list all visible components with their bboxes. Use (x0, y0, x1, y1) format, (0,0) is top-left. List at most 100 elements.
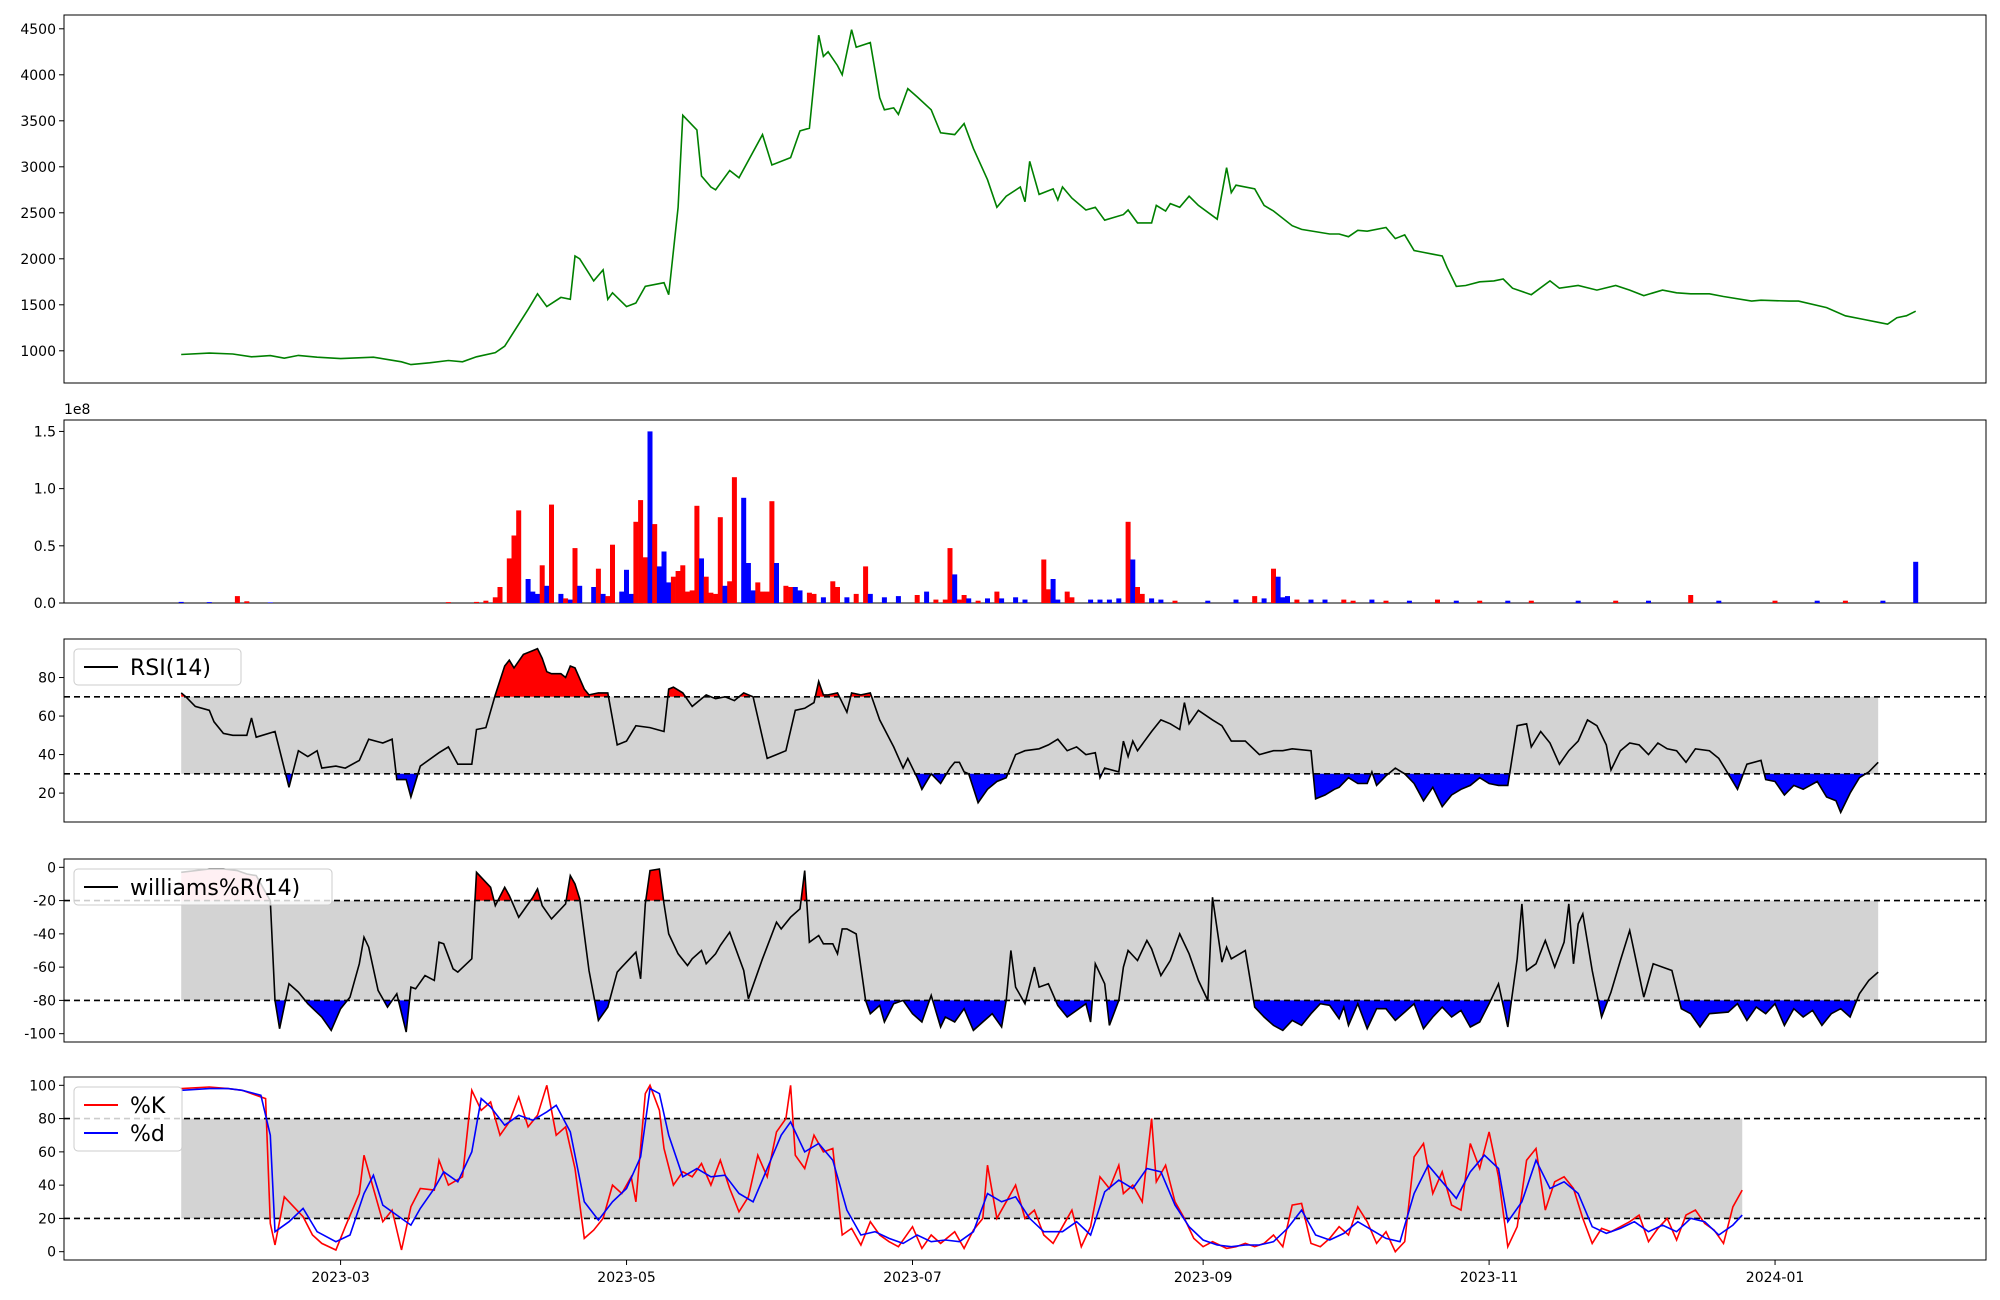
volume-bar (760, 591, 765, 603)
volume-bar (755, 582, 761, 603)
volume-bar (1116, 598, 1122, 603)
volume-bar (244, 601, 250, 603)
volume-bar (774, 563, 779, 603)
oversold-fill (275, 1000, 286, 1029)
volume-bar (680, 565, 686, 603)
volume-panel: 0.0 0.5 1.0 1.5 1e8 (34, 402, 1987, 612)
oversold-fill (1502, 1000, 1512, 1027)
oversold-fill (932, 1000, 1007, 1031)
oversold-fill (1764, 773, 1866, 813)
volume-bar (1271, 568, 1276, 603)
volume-bar (652, 524, 658, 603)
overbought-fill (497, 887, 512, 901)
volume-bar (1646, 600, 1651, 603)
volume-bar (1252, 596, 1258, 603)
volume-bar (483, 600, 489, 603)
volume-bar (985, 598, 990, 603)
legend-box (73, 1086, 183, 1152)
volume-bar (1322, 599, 1328, 603)
legend-label: RSI(14) (130, 656, 211, 681)
d-line (181, 1087, 1743, 1248)
y-tick-label: 20 (38, 786, 56, 802)
volume-bar (830, 581, 836, 603)
volume-bar (563, 598, 569, 603)
volume-bar (797, 590, 803, 603)
oversold-fill (1404, 773, 1510, 807)
oversold-fill (383, 1000, 393, 1008)
volume-bar (1050, 579, 1056, 603)
y-tick-label: 0.0 (34, 596, 56, 612)
volume-bar (1205, 600, 1211, 603)
oversold-fill (1679, 1000, 1857, 1027)
volume-bar (853, 593, 859, 603)
volume-bar (952, 574, 958, 603)
oversold-fill (1253, 1000, 1491, 1031)
plot-frame (63, 1076, 1987, 1261)
volume-bar (895, 596, 901, 603)
volume-bar (666, 582, 672, 603)
volume-bar (1505, 600, 1511, 603)
volume-bar (642, 557, 648, 604)
volume-bar (1233, 599, 1239, 603)
volume-bar (577, 585, 583, 603)
volume-bar (497, 587, 503, 603)
volume-bar (961, 595, 967, 603)
volume-bar (600, 593, 606, 603)
volume-bar (1350, 600, 1356, 603)
volume-bar (1575, 600, 1581, 603)
volume-bar (1135, 587, 1140, 603)
volume-bar (1341, 599, 1347, 603)
volume-bar (1913, 561, 1919, 603)
volume-bar (445, 602, 451, 603)
volume-bar (1041, 559, 1047, 603)
legend-label: %K (130, 1094, 166, 1119)
volume-bar (689, 590, 695, 603)
volume-bar (511, 535, 517, 603)
volume-bar (1088, 599, 1094, 603)
oversold-fill (1055, 1000, 1093, 1022)
y-tick-label: 0 (47, 1245, 56, 1261)
volume-bar (806, 592, 812, 603)
plot-frame (63, 858, 1987, 1043)
volume-bar (1130, 559, 1136, 603)
x-tick-label: 2024-01 (1746, 1270, 1805, 1286)
y-tick-label: 60 (38, 1145, 56, 1161)
y-tick-label: 100 (29, 1078, 56, 1094)
x-tick-label: 2023-03 (311, 1270, 370, 1286)
volume-bar (1139, 593, 1145, 603)
volume-bar (699, 558, 704, 603)
y-tick-label: 3500 (20, 114, 56, 130)
volume-bar (750, 590, 756, 603)
volume-bar (863, 566, 869, 603)
y-tick-label: -100 (24, 1027, 56, 1043)
volume-bar (206, 602, 212, 603)
oversold-fill (915, 773, 947, 790)
neutral-band-fill (181, 1118, 1743, 1219)
volume-bar (492, 597, 498, 603)
volume-bar (783, 585, 789, 603)
volume-bar (713, 593, 719, 603)
volume-bar (1814, 600, 1820, 603)
volume-bar (956, 599, 962, 603)
volume-bar (975, 600, 981, 603)
overbought-fill (494, 648, 609, 697)
volume-bar (867, 593, 873, 603)
oversold-fill (865, 1000, 930, 1022)
volume-bar (1842, 600, 1848, 603)
y-tick-label: 40 (38, 748, 56, 764)
rsi-line (180, 647, 1879, 815)
y-tick-label: 1.0 (34, 482, 56, 498)
volume-bar (633, 521, 639, 603)
volume-bar (788, 587, 794, 603)
volume-bar (1613, 600, 1619, 603)
williams-r-panel: 0 -20 -40 -60 -80 -100 williams%R(14) (24, 858, 1987, 1043)
x-tick-label: 2023-11 (1460, 1270, 1519, 1286)
volume-bar (1055, 599, 1061, 603)
volume-bar (675, 571, 681, 603)
y-tick-label: -80 (33, 993, 56, 1009)
volume-bar (178, 601, 184, 603)
overbought-fill (667, 687, 686, 697)
volume-bar (835, 587, 840, 603)
legend-box (73, 648, 242, 686)
volume-bar (558, 593, 564, 603)
